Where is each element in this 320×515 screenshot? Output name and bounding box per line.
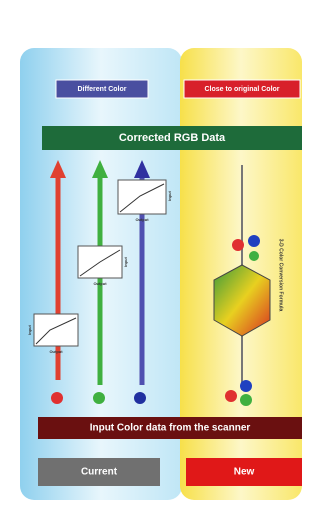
input-bar-label: Input Color data from the scanner	[90, 423, 251, 434]
dot	[134, 392, 146, 404]
dot	[225, 390, 237, 402]
diagram: Different Color Close to original Color …	[0, 0, 307, 510]
dot	[248, 235, 260, 247]
graph-label: Output	[93, 281, 107, 286]
footer-label: Current	[81, 467, 118, 478]
dot	[249, 251, 259, 261]
formula-label: 3-D Color Conversion Formula	[278, 239, 284, 312]
graph-label: Output	[135, 217, 149, 222]
label: Close to original Color	[204, 86, 279, 93]
graph-label: Input	[27, 324, 32, 334]
graph-label: Output	[49, 349, 63, 354]
dot	[93, 392, 105, 404]
label: Different Color	[78, 86, 127, 93]
dot	[240, 394, 252, 406]
color-cube	[214, 265, 270, 336]
graph-label: Input	[123, 256, 128, 266]
output-bar-label: Corrected RGB Data	[119, 132, 226, 144]
dot	[232, 239, 244, 251]
graph-label: Input	[167, 190, 172, 200]
dot	[240, 380, 252, 392]
dot	[51, 392, 63, 404]
footer-label: New	[234, 467, 255, 478]
